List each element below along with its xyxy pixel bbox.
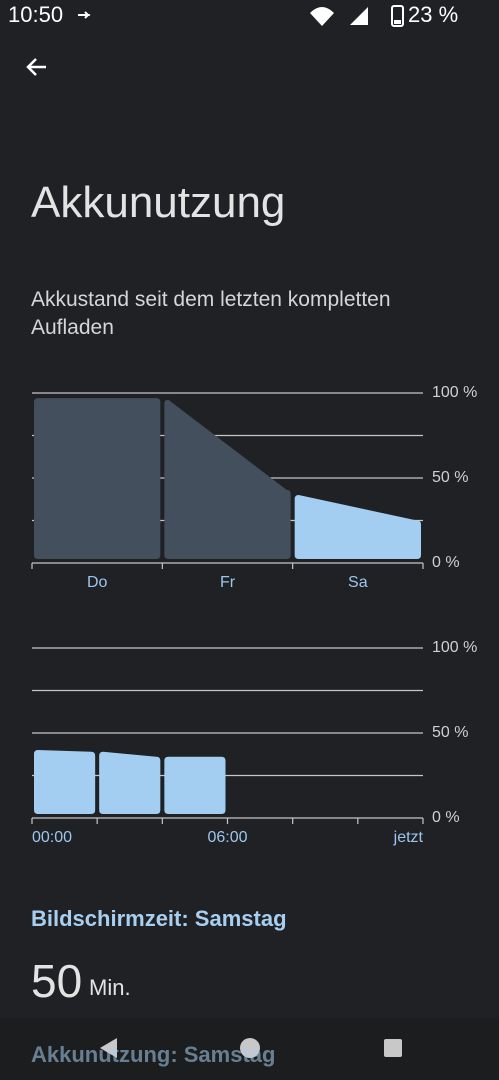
battery-segment [34, 398, 161, 559]
x-tick-label: 00:00 [32, 829, 72, 846]
battery-segment [294, 495, 421, 559]
battery-segment [164, 399, 291, 559]
subtitle: Akkustand seit dem letzten kompletten Au… [31, 288, 391, 339]
x-category-label: Fr [220, 574, 236, 591]
status-time: 10:50 [8, 2, 64, 27]
status-battery: 23 % [408, 2, 459, 27]
x-tick-label: jetzt [393, 829, 424, 846]
status-icons [78, 5, 404, 27]
back-button[interactable] [26, 58, 46, 76]
x-category-label: Do [87, 574, 108, 591]
y-tick-label: 0 % [432, 554, 460, 571]
nav-icons[interactable] [100, 1038, 402, 1058]
y-tick-label: 50 % [432, 469, 468, 486]
y-tick-label: 100 % [432, 639, 477, 656]
usage-heading: Akkunutzung: Samstag [31, 1042, 276, 1067]
y-tick-label: 100 % [432, 384, 477, 401]
y-tick-label: 0 % [432, 809, 460, 826]
screen-time-label: Bildschirmzeit: Samstag [31, 906, 287, 931]
battery-segment [99, 751, 161, 814]
battery-segment [34, 750, 96, 814]
screen-time-value: 50 [31, 955, 83, 1007]
screen-time-unit: Min. [89, 975, 131, 1000]
battery-segment [164, 756, 226, 814]
y-tick-label: 50 % [432, 724, 468, 741]
x-category-label: Sa [348, 574, 368, 591]
page-title: Akkunutzung [31, 178, 286, 227]
x-tick-label: 06:00 [207, 829, 247, 846]
